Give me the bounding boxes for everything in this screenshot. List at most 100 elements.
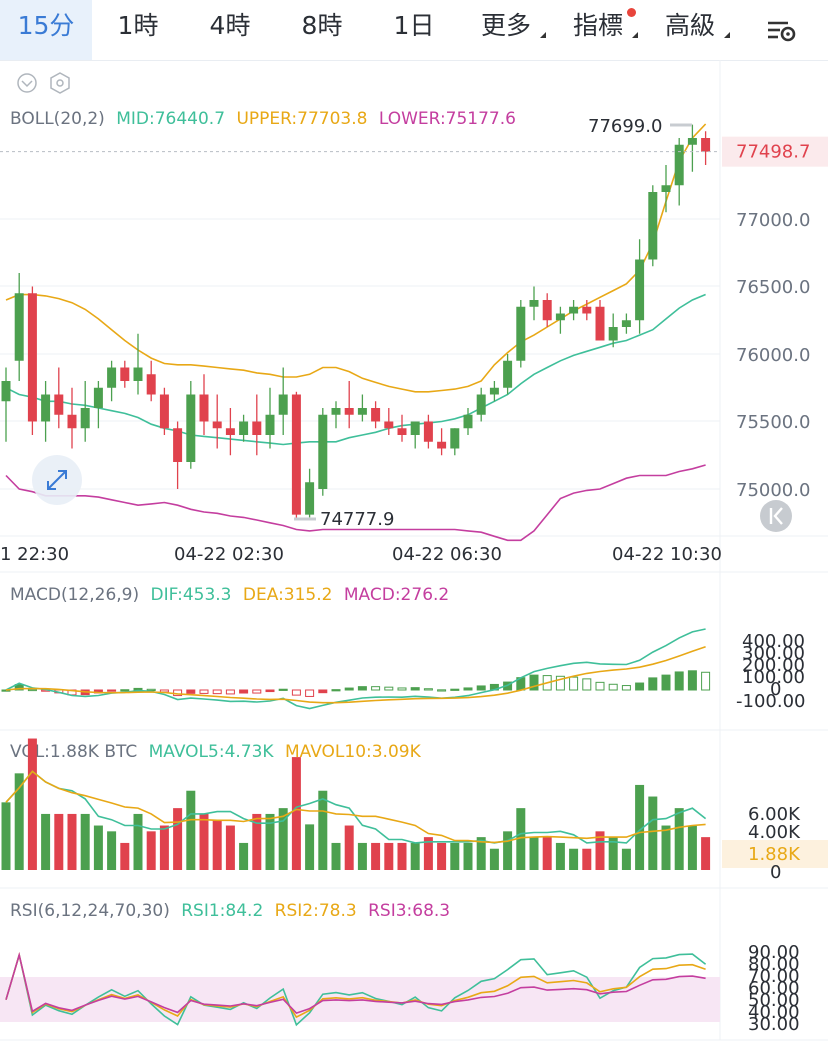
chart-settings-icon[interactable] [736,0,828,60]
macd-bar [199,689,209,694]
tab-indicators[interactable]: 指標 [552,0,644,60]
candle-body [67,414,77,429]
macd-bar [595,681,605,691]
candle-body [582,306,592,314]
candle-body [555,313,565,321]
tab-15m[interactable]: 15分 [0,0,92,60]
candle [278,367,288,435]
volume-bar [278,808,288,870]
candle [582,300,592,321]
vol-label: VOL:1.88K BTC [10,742,137,762]
candle-body [54,394,64,415]
macd-bar [423,688,433,691]
volume-bar [80,813,90,870]
price-axis: 77000.0 76500.0 76000.0 75500.0 75000.0 [736,210,810,501]
vol-tick: 0 [770,862,781,883]
macd-bar [27,688,37,692]
kline-chart[interactable]: BOLL(20,2) MID:76440.7 UPPER:77703.8 LOW… [0,60,828,1061]
volume-bar [555,842,565,870]
candle-body [93,387,103,408]
tab-advanced[interactable]: 高級 [644,0,736,60]
candle [621,313,631,334]
candle [1,367,11,442]
rsi-legend: RSI(6,12,24,70,30) RSI1:84.2 RSI2:78.3 R… [10,901,450,921]
candle-body [674,144,684,186]
volume-bar [450,842,460,870]
hexagon-gear-icon[interactable] [50,72,70,94]
price-tick: 77000.0 [736,210,810,231]
volume-bar [529,837,539,870]
candle [331,401,341,429]
candle [503,354,513,395]
tab-more[interactable]: 更多 [460,0,552,60]
macd-axis: 400.00 300.00 200.00 100.00 0 -100.00 [736,631,805,712]
current-price-marker: 77498.7 [0,136,828,167]
macd-bar [384,686,394,691]
time-tick: 04-22 02:30 [174,544,284,565]
rsi-tick: 70.00 [748,966,800,987]
macd-bar [687,670,697,691]
rsi-label: RSI(6,12,24,70,30) [10,901,170,921]
candle-body [239,421,249,435]
macd-bar [371,686,381,691]
candle [27,286,37,435]
candle [701,131,711,165]
mavol10-line [5,770,706,844]
macd-bar [278,688,288,691]
vol-current-box [722,840,828,868]
macd-bar [331,689,341,692]
expand-arrows-icon[interactable] [32,455,82,505]
candle-body [159,394,169,429]
volume-bar [265,813,275,870]
candle [423,414,433,449]
double-chevron-left-icon[interactable] [760,500,792,532]
candle-body [199,394,209,422]
vol-tick: 6.00K [748,804,801,825]
candle [54,367,64,429]
tab-4h[interactable]: 4時 [184,0,276,60]
volume-bar [27,738,37,870]
candle-body [687,138,697,145]
volume-bar [291,757,301,870]
candle-body [357,408,367,415]
tab-8h[interactable]: 8時 [276,0,368,60]
volume-bar [476,837,486,870]
volume-bar [212,819,222,870]
volume-bar [542,837,552,870]
boll-lower-line [5,464,706,542]
tab-1d[interactable]: 1日 [368,0,460,60]
volume-bar [252,813,262,870]
tab-1h[interactable]: 1時 [92,0,184,60]
boll-upper-line [5,123,707,393]
macd-series [1,628,711,710]
macd-tick: 300.00 [742,643,805,664]
macd-bar [437,689,447,692]
macd-bar [661,674,671,691]
candle [120,360,130,388]
candle-body [41,394,51,422]
candle-body [14,293,24,361]
candle [239,414,249,442]
candle [225,408,235,456]
candle [344,381,354,429]
candle-body [344,408,354,415]
candle-body [542,300,552,321]
candle [305,468,315,518]
macd-bar [410,687,420,691]
macd-bar [635,682,645,691]
candle [146,360,156,402]
macd-bar [476,685,486,691]
volume-bar [489,848,499,870]
candle [489,381,499,402]
candle-body [120,367,130,381]
volume-bar [701,837,711,870]
candle [384,408,394,435]
candle [80,381,90,442]
chevron-down-circle-icon[interactable] [17,73,37,93]
candle-body [450,428,460,449]
mavol5-line [5,770,707,844]
macd-bar [397,687,407,691]
legend-line: BOLL(20,2) MID:76440.7 UPPER:77703.8 LOW… [10,109,516,129]
rsi-axis: 90.00 80.00 70.00 60.00 50.00 40.00 30.0… [748,942,800,1035]
rsi-2: RSI2:78.3 [275,901,357,921]
